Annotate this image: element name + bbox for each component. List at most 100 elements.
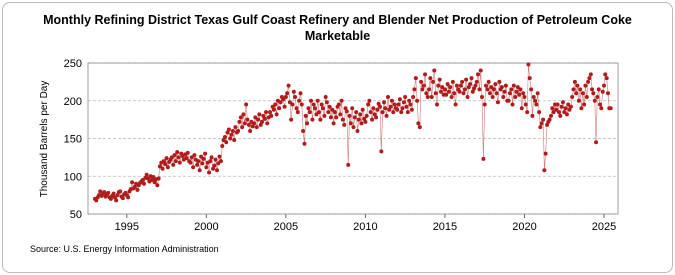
data-point	[563, 106, 568, 111]
data-point	[564, 112, 569, 117]
data-point	[586, 79, 591, 84]
data-point	[245, 117, 250, 122]
data-point	[599, 106, 604, 111]
data-point	[499, 85, 504, 90]
data-point	[464, 77, 469, 82]
data-point	[102, 190, 107, 195]
data-point	[379, 149, 384, 154]
data-point	[232, 138, 237, 143]
data-point	[366, 102, 371, 107]
data-point	[554, 107, 559, 112]
data-point	[164, 156, 169, 161]
data-point	[449, 94, 454, 99]
data-point	[298, 91, 303, 96]
data-point	[340, 117, 345, 122]
data-point	[257, 112, 262, 117]
data-point	[336, 102, 341, 107]
data-point	[155, 183, 160, 188]
data-point	[289, 117, 294, 122]
data-point	[571, 87, 576, 92]
data-point	[262, 116, 267, 121]
data-point	[215, 168, 220, 173]
y-tick-label: 200	[64, 96, 82, 108]
data-point	[595, 94, 600, 99]
data-point	[575, 83, 580, 88]
data-point	[452, 91, 457, 96]
data-point	[494, 91, 499, 96]
data-point	[405, 110, 410, 115]
data-point	[240, 125, 245, 130]
data-point	[415, 98, 420, 103]
data-point	[260, 119, 265, 124]
data-point	[254, 125, 259, 130]
data-point	[541, 117, 546, 122]
data-point	[305, 121, 310, 126]
data-point	[334, 115, 339, 120]
data-point	[342, 122, 347, 127]
data-point	[608, 106, 613, 111]
data-point	[588, 72, 593, 77]
data-point	[378, 104, 383, 109]
data-point	[230, 128, 235, 133]
data-point	[603, 72, 608, 77]
data-point	[517, 92, 522, 97]
data-point	[602, 83, 607, 88]
data-point	[417, 125, 422, 130]
data-point	[375, 107, 380, 112]
data-point	[371, 106, 376, 111]
data-point	[578, 87, 583, 92]
data-point	[246, 122, 251, 127]
data-point	[462, 87, 467, 92]
data-point	[444, 92, 449, 97]
data-point	[592, 98, 597, 103]
data-point	[392, 102, 397, 107]
data-point	[442, 87, 447, 92]
data-point	[538, 125, 543, 130]
data-point	[502, 89, 507, 94]
data-point	[297, 98, 302, 103]
data-point	[256, 117, 261, 122]
data-point	[224, 140, 229, 145]
data-point	[242, 121, 247, 126]
data-point	[579, 106, 584, 111]
data-point	[460, 79, 465, 84]
data-point	[331, 121, 336, 126]
data-point	[171, 162, 176, 167]
data-point	[295, 110, 300, 115]
data-point	[513, 94, 518, 99]
data-point	[446, 89, 451, 94]
data-point	[348, 121, 353, 126]
data-point	[306, 106, 311, 111]
data-point	[522, 94, 527, 99]
data-point	[315, 98, 320, 103]
y-tick-label: 50	[70, 209, 82, 221]
data-point	[351, 125, 356, 130]
data-point	[374, 115, 379, 120]
data-point	[225, 130, 230, 135]
data-point	[549, 113, 554, 118]
data-point	[468, 82, 473, 87]
data-point	[584, 94, 589, 99]
data-point	[385, 94, 390, 99]
data-point	[537, 110, 542, 115]
data-point	[294, 106, 299, 111]
data-point	[172, 153, 177, 158]
data-point	[211, 166, 216, 171]
data-point	[302, 141, 307, 146]
data-point	[299, 102, 304, 107]
data-point	[429, 94, 434, 99]
data-point	[360, 107, 365, 112]
series-line	[94, 64, 611, 202]
data-point	[400, 106, 405, 111]
data-point	[382, 100, 387, 105]
data-point	[156, 176, 161, 181]
data-point	[226, 127, 231, 132]
x-tick-label: 2015	[433, 221, 457, 233]
data-point	[271, 107, 276, 112]
data-point	[135, 187, 140, 192]
x-tick-label: 1995	[115, 221, 139, 233]
data-point	[200, 161, 205, 166]
data-point	[290, 102, 295, 107]
data-point	[409, 107, 414, 112]
